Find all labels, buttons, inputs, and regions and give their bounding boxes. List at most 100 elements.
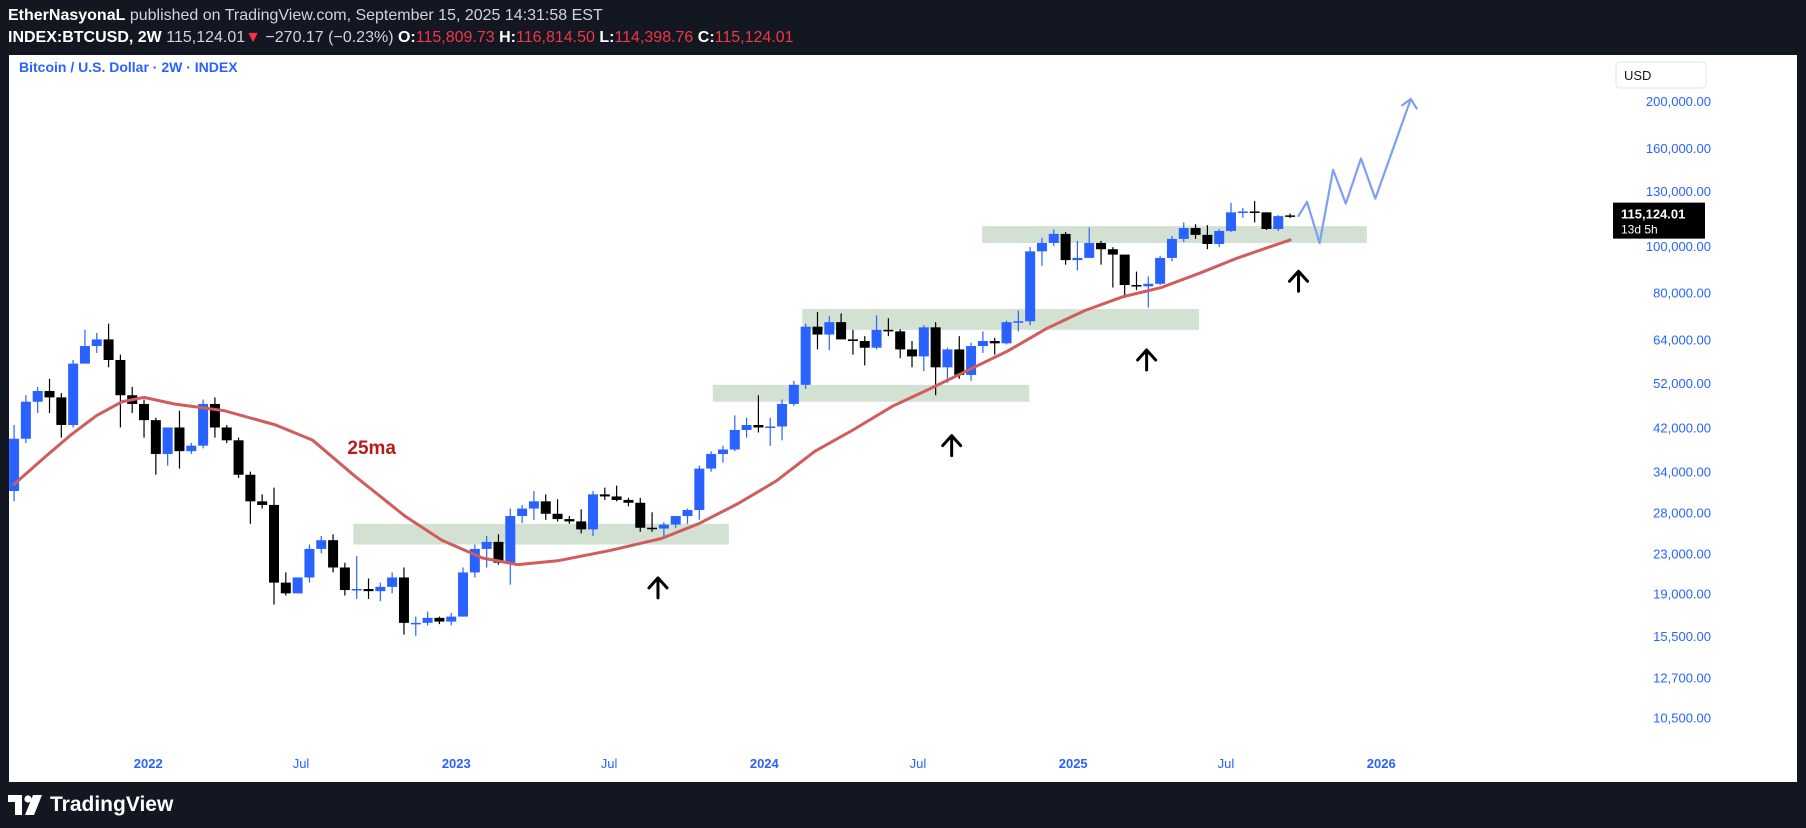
candle[interactable] bbox=[1096, 240, 1107, 265]
candle[interactable] bbox=[907, 341, 918, 368]
candle[interactable] bbox=[599, 487, 610, 500]
candle[interactable] bbox=[1202, 225, 1213, 250]
candle[interactable] bbox=[989, 337, 1000, 355]
candle[interactable] bbox=[339, 562, 350, 596]
candle[interactable] bbox=[481, 535, 492, 568]
candle[interactable] bbox=[1025, 247, 1036, 326]
candle[interactable] bbox=[233, 437, 244, 478]
candle[interactable] bbox=[410, 616, 421, 636]
candle[interactable] bbox=[1166, 235, 1177, 262]
candle[interactable] bbox=[788, 380, 799, 407]
candle[interactable] bbox=[268, 487, 279, 605]
candle[interactable] bbox=[91, 332, 102, 353]
candle[interactable] bbox=[647, 512, 658, 532]
candle[interactable] bbox=[1214, 229, 1225, 248]
candle[interactable] bbox=[139, 399, 150, 438]
candle[interactable] bbox=[859, 336, 870, 366]
candle[interactable] bbox=[363, 578, 374, 599]
candle[interactable] bbox=[824, 316, 835, 351]
candle[interactable] bbox=[32, 386, 43, 414]
candle[interactable] bbox=[446, 612, 457, 626]
candle[interactable] bbox=[79, 329, 90, 364]
candle[interactable] bbox=[800, 323, 811, 389]
candle[interactable] bbox=[174, 410, 185, 469]
candle[interactable] bbox=[20, 395, 31, 443]
candle[interactable] bbox=[9, 424, 20, 502]
candle[interactable] bbox=[1072, 240, 1083, 271]
candle[interactable] bbox=[883, 318, 894, 337]
candle[interactable] bbox=[1249, 201, 1260, 223]
candle[interactable] bbox=[753, 395, 764, 433]
candle[interactable] bbox=[1178, 222, 1189, 242]
candle[interactable] bbox=[895, 329, 906, 359]
candle[interactable] bbox=[1237, 207, 1248, 218]
candle[interactable] bbox=[930, 322, 941, 396]
candle[interactable] bbox=[115, 354, 126, 428]
candle[interactable] bbox=[966, 342, 977, 381]
candle[interactable] bbox=[103, 323, 114, 368]
candle[interactable] bbox=[1060, 231, 1071, 265]
candle[interactable] bbox=[351, 556, 362, 599]
candle[interactable] bbox=[387, 572, 398, 594]
candle[interactable] bbox=[954, 336, 965, 379]
candle[interactable] bbox=[292, 577, 303, 594]
candle[interactable] bbox=[1048, 229, 1059, 247]
candle[interactable] bbox=[375, 582, 386, 602]
candle[interactable] bbox=[1261, 212, 1272, 230]
candle[interactable] bbox=[552, 499, 563, 522]
candle[interactable] bbox=[847, 329, 858, 355]
candle[interactable] bbox=[56, 393, 67, 438]
candle[interactable] bbox=[1190, 224, 1201, 239]
currency-button[interactable]: USD bbox=[1615, 61, 1707, 89]
candle[interactable] bbox=[68, 359, 79, 428]
candle[interactable] bbox=[765, 417, 776, 446]
candle[interactable] bbox=[1107, 247, 1118, 288]
candle[interactable] bbox=[1013, 310, 1024, 332]
candle[interactable] bbox=[741, 417, 752, 438]
candle[interactable] bbox=[528, 490, 539, 520]
candle[interactable] bbox=[1119, 254, 1130, 299]
candle[interactable] bbox=[564, 516, 575, 524]
candle[interactable] bbox=[694, 465, 705, 520]
candle[interactable] bbox=[422, 611, 433, 626]
candle[interactable] bbox=[469, 544, 480, 578]
candle[interactable] bbox=[1084, 227, 1095, 258]
candle[interactable] bbox=[717, 445, 728, 463]
candle[interactable] bbox=[328, 534, 339, 573]
candle[interactable] bbox=[1273, 215, 1284, 231]
candle[interactable] bbox=[245, 471, 256, 524]
candle[interactable] bbox=[611, 485, 622, 502]
candle[interactable] bbox=[1001, 320, 1012, 345]
candle[interactable] bbox=[1226, 202, 1237, 232]
tradingview-logo[interactable]: TradingView bbox=[8, 791, 173, 819]
candle[interactable] bbox=[257, 494, 268, 509]
candle[interactable] bbox=[316, 535, 327, 554]
candle[interactable] bbox=[706, 451, 717, 472]
candle[interactable] bbox=[777, 399, 788, 441]
candle[interactable] bbox=[434, 616, 445, 625]
candle[interactable] bbox=[209, 397, 220, 438]
candle[interactable] bbox=[812, 311, 823, 350]
price-chart[interactable]: Bitcoin / U.S. Dollar · 2W · INDEX 25ma 20… bbox=[9, 55, 1797, 782]
candle[interactable] bbox=[1285, 213, 1296, 218]
candle[interactable] bbox=[576, 509, 587, 534]
candle[interactable] bbox=[280, 572, 291, 596]
candle[interactable] bbox=[44, 378, 55, 414]
candle[interactable] bbox=[729, 415, 740, 452]
candle[interactable] bbox=[836, 313, 847, 340]
chart-canvas[interactable] bbox=[9, 55, 1797, 782]
candle[interactable] bbox=[682, 508, 693, 524]
candle[interactable] bbox=[398, 567, 409, 635]
candle[interactable] bbox=[505, 508, 516, 585]
candle[interactable] bbox=[1155, 255, 1166, 286]
candle[interactable] bbox=[670, 516, 681, 528]
candle[interactable] bbox=[221, 424, 232, 443]
candle[interactable] bbox=[942, 347, 953, 383]
candle[interactable] bbox=[623, 497, 634, 507]
candle[interactable] bbox=[540, 494, 551, 520]
candle[interactable] bbox=[1036, 237, 1047, 266]
candle[interactable] bbox=[918, 325, 929, 372]
candle[interactable] bbox=[458, 567, 469, 617]
candle[interactable] bbox=[162, 427, 173, 466]
author-name[interactable]: EtherNasyonaL bbox=[8, 7, 126, 24]
